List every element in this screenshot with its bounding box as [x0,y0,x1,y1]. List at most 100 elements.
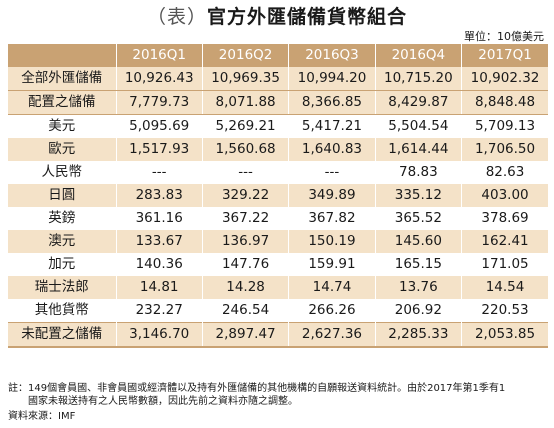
table-row: 美元 5,095.69 5,269.21 5,417.21 5,504.54 5… [8,114,548,138]
footnote: 註：149個會員國、非會員國或經濟體以及持有外匯儲備的其他機構的自願報送資料統計… [8,382,548,408]
table-cell: 365.52 [374,207,462,230]
table-cell: 367.82 [288,207,376,230]
title-main: 官方外匯儲備貨幣組合 [207,6,408,28]
table-cell: 8,071.88 [201,90,289,115]
table-cell: 335.12 [374,184,462,207]
table-cell: 403.00 [461,184,548,207]
table-row: 歐元 1,517.93 1,560.68 1,640.83 1,614.44 1… [8,138,548,161]
reserves-table: 2016Q1 2016Q2 2016Q3 2016Q4 2017Q1 全部外匯儲… [8,44,548,348]
row-label: 加元 [8,253,116,276]
table-cell: 162.41 [461,230,548,253]
unit-label: 單位：10億美元 [464,30,544,43]
table-cell: --- [288,161,376,184]
row-label: 全部外匯儲備 [8,67,116,91]
table-cell: 8,848.48 [461,90,548,115]
table-cell: 1,640.83 [288,138,376,161]
table-cell: 13.76 [374,276,462,299]
table-cell: 10,994.20 [288,67,376,91]
column-header: 2016Q3 [288,44,376,67]
table-cell: 246.54 [201,299,289,323]
table-cell: 378.69 [461,207,548,230]
table-row: 未配置之儲備 3,146.70 2,897.47 2,627.36 2,285.… [8,322,548,348]
title-paren-word: 表 [166,6,187,28]
table-cell: 1,614.44 [374,138,462,161]
table-cell: 165.15 [374,253,462,276]
table-cell: 147.76 [201,253,289,276]
table-cell: 5,709.13 [461,114,548,138]
table-cell: 1,517.93 [115,138,203,161]
table-cell: 140.36 [115,253,203,276]
table-cell: 78.83 [374,161,462,184]
row-label: 日圓 [8,184,116,207]
table-row: 人民幣 --- --- --- 78.83 82.63 [8,161,548,184]
table-title: （表）官方外匯儲備貨幣組合 [0,4,554,30]
title-paren-open: （ [146,6,167,28]
table-row: 瑞士法郎 14.81 14.28 14.74 13.76 14.54 [8,276,548,299]
table-row: 加元 140.36 147.76 159.91 165.15 171.05 [8,253,548,276]
table-cell: 329.22 [201,184,289,207]
table-cell: 2,897.47 [201,322,289,348]
table-cell: 361.16 [115,207,203,230]
table-cell: 136.97 [201,230,289,253]
row-label: 人民幣 [8,161,116,184]
table-cell: 14.54 [461,276,548,299]
table-cell: --- [115,161,203,184]
table-row: 其他貨幣 232.27 246.54 266.26 206.92 220.53 [8,299,548,323]
table-cell: 3,146.70 [115,322,203,348]
table-cell: 5,269.21 [201,114,289,138]
table-row: 日圓 283.83 329.22 349.89 335.12 403.00 [8,184,548,207]
table-cell: 266.26 [288,299,376,323]
row-label: 未配置之儲備 [8,322,116,348]
table-cell: 2,053.85 [461,322,548,348]
table-cell: 14.74 [288,276,376,299]
table-cell: 8,429.87 [374,90,462,115]
row-label: 澳元 [8,230,116,253]
row-label: 瑞士法郎 [8,276,116,299]
table-cell: 2,627.36 [288,322,376,348]
table-cell: 2,285.33 [374,322,462,348]
source-note: 資料來源：IMF [8,411,76,422]
table-cell: 10,969.35 [201,67,289,91]
table-cell: 220.53 [461,299,548,323]
table-cell: 7,779.73 [115,90,203,115]
column-header: 2016Q4 [374,44,462,67]
table-cell: 171.05 [461,253,548,276]
table-cell: 150.19 [288,230,376,253]
table-cell: 367.22 [201,207,289,230]
row-label: 英鎊 [8,207,116,230]
title-paren-close: ） [187,6,208,28]
table-cell: 145.60 [374,230,462,253]
table-row: 配置之儲備 7,779.73 8,071.88 8,366.85 8,429.8… [8,90,548,115]
column-header: 2016Q2 [201,44,289,67]
table-cell: 10,902.32 [461,67,548,91]
table-cell: 14.81 [115,276,203,299]
table-cell: 1,706.50 [461,138,548,161]
footnote-line-2: 國家未報送持有之人民幣數額，因此先前之資料亦隨之調整。 [8,396,298,407]
table-cell: 10,926.43 [115,67,203,91]
table-cell: 5,095.69 [115,114,203,138]
table-cell: 1,560.68 [201,138,289,161]
row-label: 美元 [8,114,116,138]
column-header: 2016Q1 [115,44,203,67]
row-label: 歐元 [8,138,116,161]
table-cell: 283.83 [115,184,203,207]
header-row: 2016Q1 2016Q2 2016Q3 2016Q4 2017Q1 [8,44,548,67]
table-row: 澳元 133.67 136.97 150.19 145.60 162.41 [8,230,548,253]
table-cell: 159.91 [288,253,376,276]
table-row: 英鎊 361.16 367.22 367.82 365.52 378.69 [8,207,548,230]
table-cell: 232.27 [115,299,203,323]
row-label: 其他貨幣 [8,299,116,323]
row-label: 配置之儲備 [8,90,116,115]
table-cell: 8,366.85 [288,90,376,115]
column-header: 2017Q1 [461,44,548,67]
table-cell: 133.67 [115,230,203,253]
table-cell: 5,504.54 [374,114,462,138]
table-cell: 206.92 [374,299,462,323]
table-cell: 10,715.20 [374,67,462,91]
header-corner [8,44,116,67]
table-cell: 5,417.21 [288,114,376,138]
table-row: 全部外匯儲備 10,926.43 10,969.35 10,994.20 10,… [8,67,548,91]
table-cell: 82.63 [461,161,548,184]
footnote-line-1: 註：149個會員國、非會員國或經濟體以及持有外匯儲備的其他機構的自願報送資料統計… [8,383,506,394]
table-cell: 14.28 [201,276,289,299]
